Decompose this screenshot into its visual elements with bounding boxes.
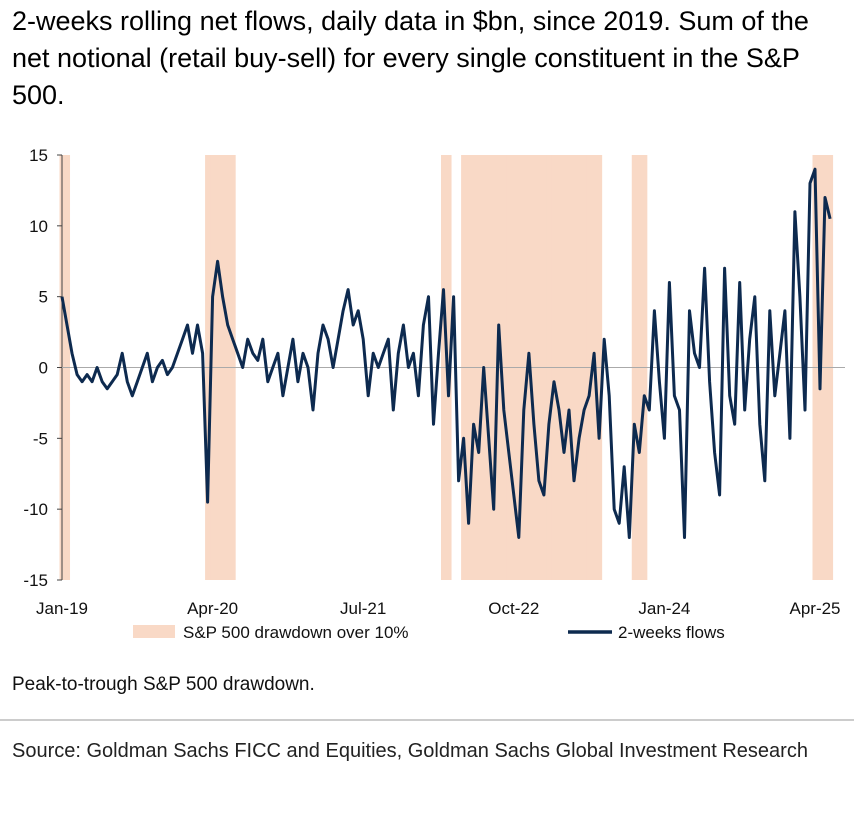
y-tick-label: 5 (39, 288, 48, 307)
legend-label: S&P 500 drawdown over 10% (183, 623, 409, 642)
y-tick-label: 10 (29, 217, 48, 236)
flow-line (60, 167, 832, 539)
x-tick-label: Jul-21 (340, 599, 386, 618)
chart-note: Peak-to-trough S&P 500 drawdown. (12, 674, 315, 695)
y-tick-label: -10 (23, 500, 48, 519)
legend-label: 2-weeks flows (618, 623, 725, 642)
legend-swatch (133, 625, 175, 638)
x-tick-label: Apr-25 (789, 599, 840, 618)
y-tick-label: 0 (39, 359, 48, 378)
chart-source: Source: Goldman Sachs FICC and Equities,… (12, 740, 808, 762)
y-tick-label: 15 (29, 146, 48, 165)
x-tick-label: Oct-22 (488, 599, 539, 618)
chart-title: 2-weeks rolling net flows, daily data in… (12, 6, 809, 110)
x-tick-label: Apr-20 (187, 599, 238, 618)
y-tick-label: -15 (23, 571, 48, 590)
x-tick-label: Jan-19 (36, 599, 88, 618)
y-tick-label: -5 (33, 429, 48, 448)
x-tick-label: Jan-24 (638, 599, 690, 618)
